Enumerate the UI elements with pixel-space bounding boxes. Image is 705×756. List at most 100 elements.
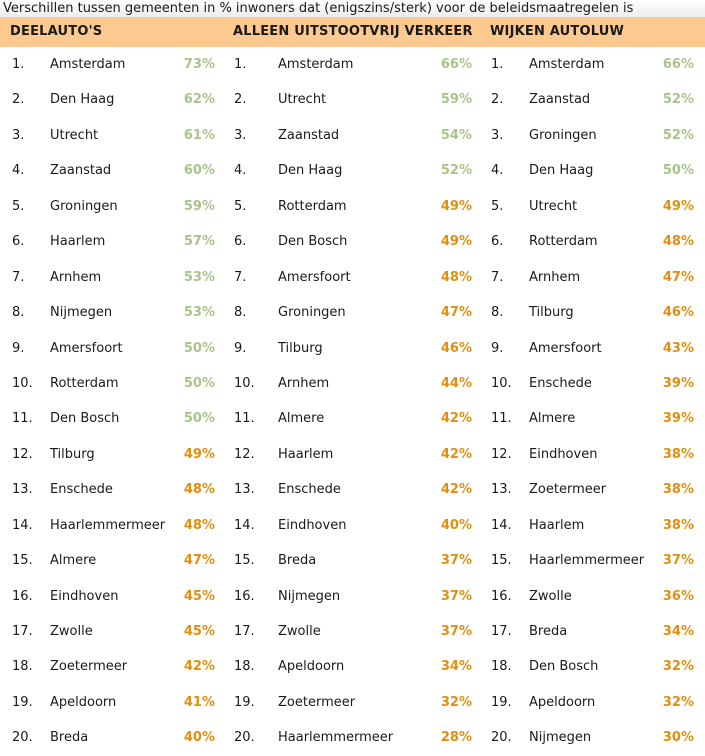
city-name: Rotterdam bbox=[529, 234, 598, 250]
rank-number: 14. bbox=[12, 517, 33, 533]
percentage-value: 50% bbox=[183, 375, 215, 391]
city-name: Zwolle bbox=[278, 624, 321, 639]
table-row: 3. Utrecht 61% 3. Zaanstad 54% 3. Groningen 52% bbox=[0, 118, 705, 153]
rank-number: 20. bbox=[12, 730, 33, 746]
percentage-value: 73% bbox=[183, 57, 215, 72]
city-name: Tilburg bbox=[529, 305, 574, 321]
city-name: Apeldoorn bbox=[50, 694, 117, 710]
city-name: Eindhoven bbox=[529, 446, 598, 462]
city-name: Breda bbox=[529, 624, 568, 639]
city-name: Rotterdam bbox=[50, 375, 119, 391]
percentage-value: 42% bbox=[440, 446, 472, 462]
rank-number: 5. bbox=[491, 198, 504, 214]
city-name: Amsterdam bbox=[50, 57, 126, 72]
rank-number: 11. bbox=[12, 411, 33, 427]
table-row: 12. Tilburg 49% 12. Haarlem 42% 12. Eindhoven 38… bbox=[0, 437, 705, 472]
rank-number: 12. bbox=[12, 446, 33, 462]
rank-number: 19. bbox=[234, 694, 255, 710]
rank-number: 17. bbox=[491, 624, 512, 639]
rank-number: 2. bbox=[12, 92, 25, 108]
table-row: 6. Haarlem 57% 6. Den Bosch 49% 6. Rotterdam 48% bbox=[0, 224, 705, 259]
table-row: 1. Amsterdam 73% 1. Amsterdam 66% 1. Amsterdam 6… bbox=[0, 47, 705, 82]
city-name: Tilburg bbox=[50, 446, 95, 462]
city-name: Groningen bbox=[50, 198, 118, 214]
percentage-value: 52% bbox=[440, 163, 472, 179]
rank-number: 6. bbox=[12, 234, 25, 250]
rank-number: 16. bbox=[12, 588, 33, 604]
percentage-value: 32% bbox=[662, 694, 694, 710]
percentage-value: 45% bbox=[183, 588, 215, 604]
rank-number: 7. bbox=[491, 269, 504, 285]
table-row: 10. Rotterdam 50% 10. Arnhem 44% 10. Enschede 39… bbox=[0, 366, 705, 401]
city-name: Utrecht bbox=[529, 198, 578, 214]
city-name: Amsterdam bbox=[278, 57, 354, 72]
percentage-value: 48% bbox=[183, 517, 215, 533]
city-name: Apeldoorn bbox=[529, 694, 596, 710]
rank-number: 11. bbox=[491, 411, 512, 427]
city-name: Enschede bbox=[50, 482, 113, 498]
city-name: Nijmegen bbox=[529, 730, 592, 746]
rank-number: 1. bbox=[491, 57, 504, 72]
rank-number: 11. bbox=[234, 411, 255, 427]
column-header-autoluw: WIJKEN AUTOLUW bbox=[490, 24, 625, 39]
city-name: Arnhem bbox=[278, 375, 330, 391]
rank-number: 20. bbox=[491, 730, 512, 746]
percentage-value: 42% bbox=[440, 482, 472, 498]
percentage-value: 41% bbox=[183, 694, 215, 710]
city-name: Zaanstad bbox=[50, 163, 112, 179]
table-row: 5. Groningen 59% 5. Rotterdam 49% 5. Utrecht 49% bbox=[0, 189, 705, 224]
percentage-value: 36% bbox=[662, 588, 694, 604]
percentage-value: 42% bbox=[440, 411, 472, 427]
city-name: Zoetermeer bbox=[278, 694, 356, 710]
city-name: Rotterdam bbox=[278, 198, 347, 214]
city-name: Breda bbox=[278, 553, 317, 569]
percentage-value: 47% bbox=[183, 553, 215, 569]
rank-number: 6. bbox=[491, 234, 504, 250]
rank-number: 9. bbox=[491, 340, 504, 356]
rank-number: 17. bbox=[12, 624, 33, 639]
table-row: 16. Eindhoven 45% 16. Nijmegen 37% 16. Zwolle 36… bbox=[0, 579, 705, 614]
rank-number: 7. bbox=[234, 269, 247, 285]
rank-number: 8. bbox=[234, 305, 247, 321]
city-name: Groningen bbox=[278, 305, 346, 321]
percentage-value: 42% bbox=[183, 659, 215, 675]
rank-number: 18. bbox=[491, 659, 512, 675]
table-row: 14. Haarlemmermeer 48% 14. Eindhoven 40% 14. Ha… bbox=[0, 508, 705, 543]
city-name: Breda bbox=[50, 730, 89, 746]
city-name: Amersfoort bbox=[50, 340, 123, 356]
rank-number: 15. bbox=[234, 553, 255, 569]
percentage-value: 37% bbox=[440, 588, 472, 604]
rank-number: 6. bbox=[234, 234, 247, 250]
city-name: Den Bosch bbox=[529, 659, 599, 675]
percentage-value: 32% bbox=[440, 694, 472, 710]
rank-number: 19. bbox=[491, 694, 512, 710]
rank-number: 8. bbox=[491, 305, 504, 321]
ranking-table: 1. Amsterdam 73% 1. Amsterdam 66% 1. Amsterdam 6… bbox=[0, 47, 705, 756]
city-name: Haarlem bbox=[278, 446, 334, 462]
rank-number: 17. bbox=[234, 624, 255, 639]
rank-number: 1. bbox=[12, 57, 25, 72]
percentage-value: 59% bbox=[183, 198, 215, 214]
table-row: 4. Zaanstad 60% 4. Den Haag 52% 4. Den Haag 50% bbox=[0, 153, 705, 188]
rank-number: 10. bbox=[12, 375, 33, 391]
rank-number: 5. bbox=[234, 198, 247, 214]
city-name: Utrecht bbox=[50, 127, 99, 143]
table-row: 17. Zwolle 45% 17. Zwolle 37% 17. Breda 34% bbox=[0, 614, 705, 649]
city-name: Zwolle bbox=[529, 588, 572, 604]
city-name: Amersfoort bbox=[278, 269, 351, 285]
rank-number: 13. bbox=[12, 482, 33, 498]
city-name: Arnhem bbox=[50, 269, 102, 285]
percentage-value: 57% bbox=[183, 234, 215, 250]
rank-number: 13. bbox=[234, 482, 255, 498]
percentage-value: 37% bbox=[440, 553, 472, 569]
column-header-bar: DEELAUTO'S ALLEEN UITSTOOTVRIJ VERKEER W… bbox=[0, 17, 705, 47]
table-row: 9. Amersfoort 50% 9. Tilburg 46% 9. Amersfoort 4… bbox=[0, 331, 705, 366]
percentage-value: 44% bbox=[440, 375, 472, 391]
table-row: 2. Den Haag 62% 2. Utrecht 59% 2. Zaanstad 52% bbox=[0, 82, 705, 117]
percentage-value: 34% bbox=[662, 624, 694, 639]
percentage-value: 30% bbox=[662, 730, 694, 746]
column-header-uitstootvrij: ALLEEN UITSTOOTVRIJ VERKEER bbox=[233, 24, 473, 39]
city-name: Zaanstad bbox=[529, 92, 591, 108]
rank-number: 14. bbox=[234, 517, 255, 533]
percentage-value: 43% bbox=[662, 340, 694, 356]
